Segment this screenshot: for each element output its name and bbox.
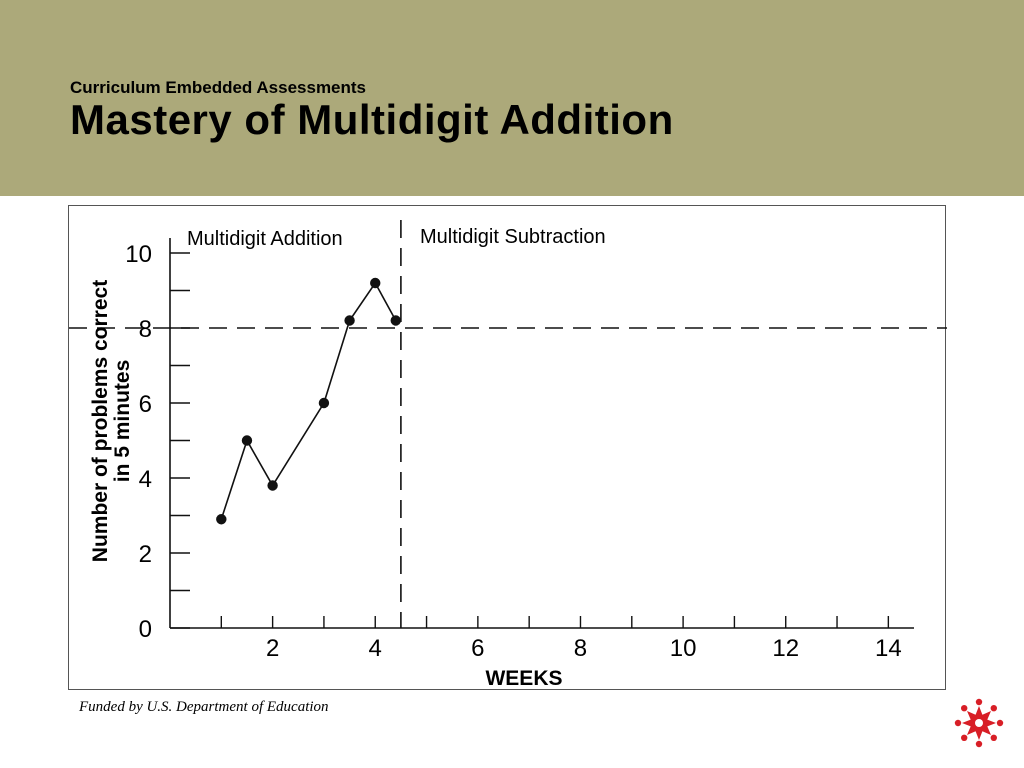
x-axis-label: WEEKS xyxy=(485,667,562,690)
data-point xyxy=(267,480,278,491)
x-tick-label: 14 xyxy=(875,635,902,662)
logo-part xyxy=(990,705,997,712)
page-title: Mastery of Multidigit Addition xyxy=(70,96,674,143)
data-point xyxy=(216,514,227,525)
y-tick-label: 0 xyxy=(139,616,152,643)
logo-part xyxy=(961,734,968,741)
data-point xyxy=(370,277,381,289)
x-tick-label: 4 xyxy=(369,635,382,662)
y-tick-label: 6 xyxy=(139,391,152,418)
phase-label-addition: Multidigit Addition xyxy=(187,228,343,250)
y-tick-label: 8 xyxy=(139,316,152,343)
red-star-people-logo-icon xyxy=(954,698,1004,748)
logo-part xyxy=(975,740,983,748)
data-point xyxy=(344,315,355,326)
logo-part xyxy=(996,719,1004,727)
y-tick-label: 2 xyxy=(139,541,152,568)
data-point xyxy=(241,435,253,446)
x-tick-label: 12 xyxy=(772,635,799,662)
y-tick-label: 10 xyxy=(125,241,152,268)
logo-part xyxy=(961,705,968,712)
phase-label-subtraction: Multidigit Subtraction xyxy=(420,226,606,248)
series-line xyxy=(220,281,397,520)
x-tick-label: 6 xyxy=(471,635,484,662)
logo-part xyxy=(975,719,983,727)
x-tick-label: 10 xyxy=(670,635,697,662)
data-point xyxy=(318,397,330,409)
logo-part xyxy=(954,719,962,727)
logo-part xyxy=(975,698,983,706)
funding-note: Funded by U.S. Department of Education xyxy=(79,699,329,715)
logo-part xyxy=(990,734,997,741)
y-axis-label-line: in 5 minutes xyxy=(111,360,134,483)
x-tick-label: 8 xyxy=(574,635,587,662)
y-tick-label: 4 xyxy=(139,466,152,493)
y-axis-label: Number of problems correctin 5 minutes xyxy=(89,280,134,562)
chart-frame: 0 2 4 6 8 10 2 4 6 8 10 12 14 Multidigit Addition Mult… xyxy=(68,205,947,690)
header-banner: Curriculum Embedded Assessments Mastery … xyxy=(0,0,1024,196)
chart: 0 2 4 6 8 10 2 4 6 8 10 12 14 Multidigit Addition Mult… xyxy=(69,220,947,690)
y-axis-label-line: Number of problems correct xyxy=(89,280,112,562)
page-subtitle: Curriculum Embedded Assessments xyxy=(70,78,367,97)
data-point xyxy=(390,315,401,326)
x-tick-label: 2 xyxy=(266,635,279,662)
